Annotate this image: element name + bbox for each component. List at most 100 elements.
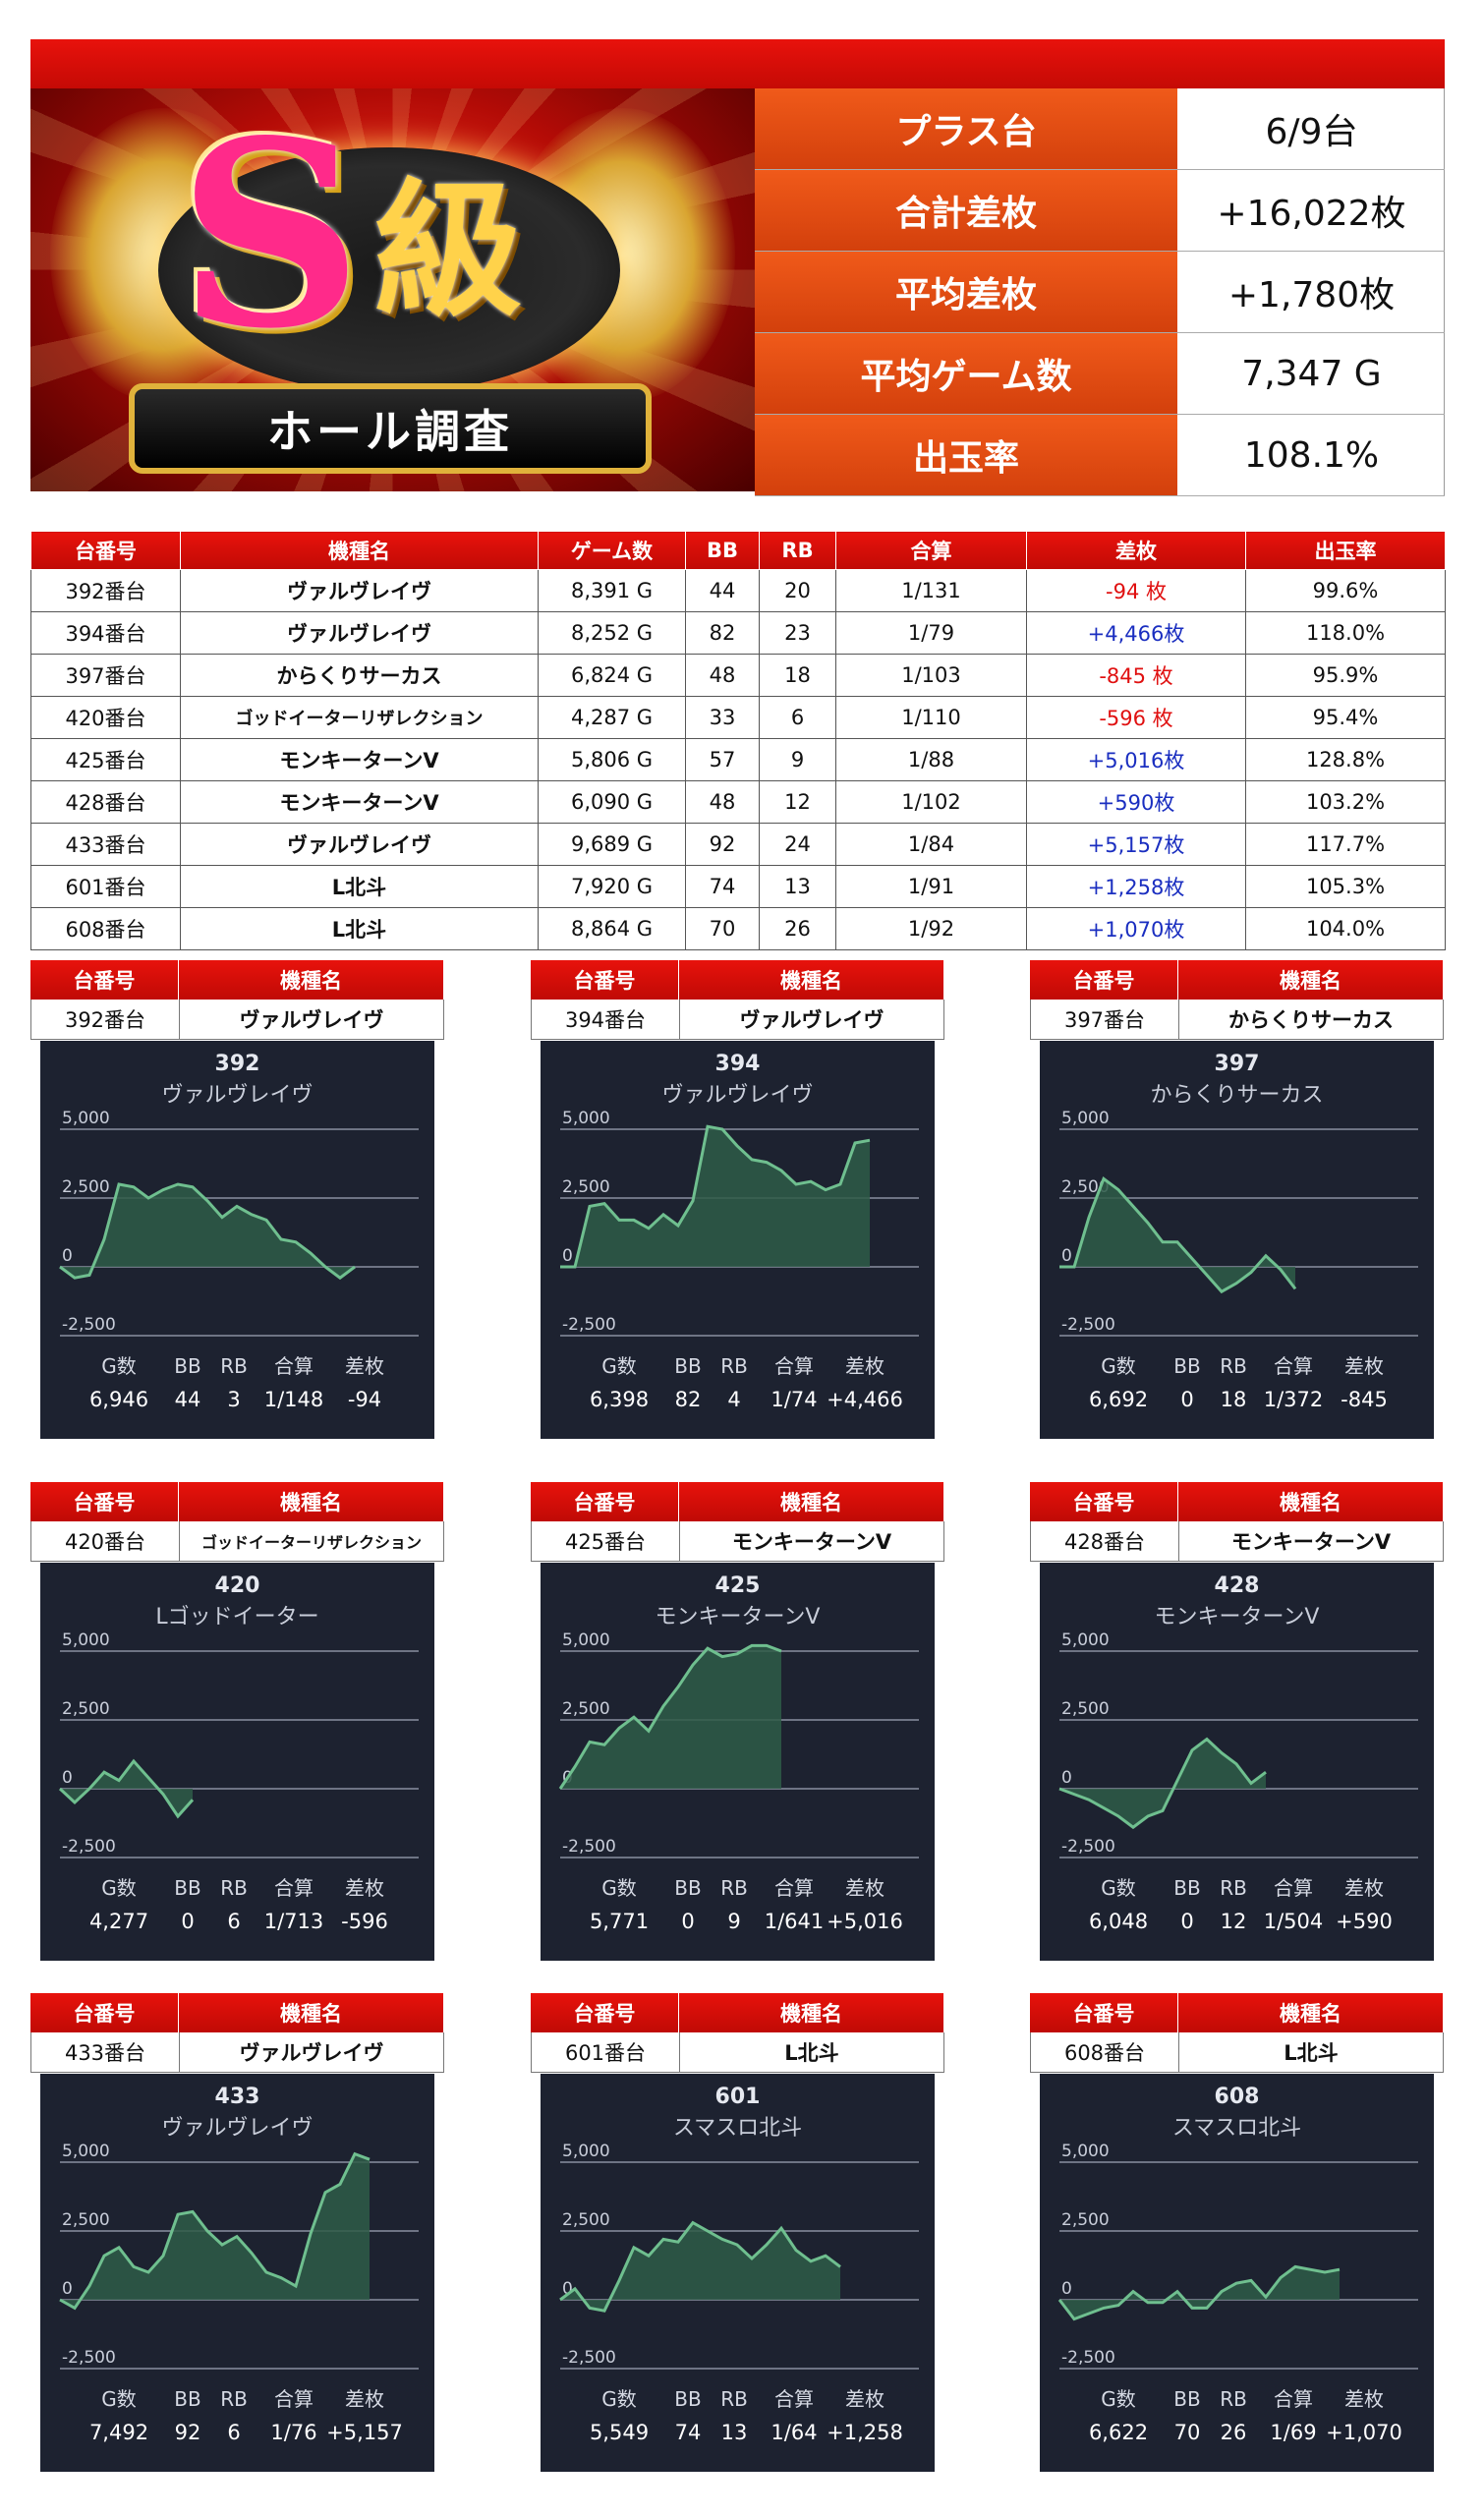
chart-svg: 425モンキーターンV5,0002,5000-2,500G数5,771BB0RB…	[558, 1573, 919, 1933]
stat-label: RB	[720, 1876, 748, 1900]
table-cell: ゴッドイーターリザレクション	[180, 696, 539, 739]
series-area	[1059, 1178, 1295, 1292]
column-header: ゲーム数	[538, 531, 686, 570]
y-tick-label: 2,500	[562, 1699, 610, 1719]
card-machine-number: 420番台	[30, 1521, 180, 1561]
y-tick-label: 2,500	[62, 2210, 110, 2230]
y-tick-label: -2,500	[562, 1315, 616, 1335]
stat-label: 差枚	[1344, 2387, 1384, 2411]
card-header-number: 台番号	[531, 1993, 679, 2032]
card-info: 420番台 ゴッドイーターリザレクション	[30, 1521, 444, 1562]
machine-card: 台番号 機種名 392番台 ヴァルヴレイヴ 392 ヴァルヴレイヴ 5,000 2,500 0 -…	[30, 960, 444, 1447]
card-header-model: 機種名	[679, 1482, 944, 1521]
series-line	[58, 1758, 195, 1819]
stat-label: BB	[174, 1876, 200, 1900]
table-cell: 6	[759, 696, 836, 739]
series-line	[1058, 1737, 1267, 1830]
y-tick-label: -2,500	[562, 1837, 616, 1857]
table-cell: +1,258枚	[1026, 865, 1246, 908]
table-cell: からくりサーカス	[180, 654, 539, 697]
banner-emblem	[158, 147, 620, 393]
stat-label: 合算	[1274, 1876, 1313, 1900]
card-header-number: 台番号	[1030, 1993, 1178, 2032]
banner-title: S	[178, 88, 363, 385]
summary-value: 6/9台	[1179, 88, 1445, 169]
stat-label: G数	[101, 2387, 137, 2411]
table-cell: 128.8%	[1245, 738, 1446, 781]
table-cell: 7,920 G	[538, 865, 686, 908]
banner-title-kanji: 級	[374, 164, 523, 337]
card-model-name: ゴッドイーターリザレクション	[180, 1521, 444, 1561]
stat-value: 4,277	[89, 1910, 148, 1933]
machine-card: 台番号 機種名 433番台 ヴァルヴレイヴ 433 ヴァルヴレイヴ 5,000 2,500 0 -…	[30, 1993, 444, 2480]
chart-title: 433	[215, 2085, 260, 2109]
card-model-name: モンキーターンV	[680, 1521, 944, 1561]
table-cell: 1/91	[835, 865, 1027, 908]
table-cell: -94 枚	[1026, 569, 1246, 612]
chart-title: 394	[715, 1052, 761, 1076]
card-model-name: からくりサーカス	[1179, 1000, 1444, 1039]
card-header: 台番号 機種名	[30, 1993, 444, 2032]
table-cell: 117.7%	[1245, 823, 1446, 866]
table-cell: 104.0%	[1245, 907, 1446, 950]
summary-label: 出玉率	[755, 415, 1179, 495]
y-tick-label: 0	[62, 1768, 73, 1788]
table-row: 601番台 L北斗 7,920 G 74 13 1/91 +1,258枚 105.3%	[30, 865, 1446, 908]
card-machine-number: 608番台	[1030, 2032, 1179, 2072]
card-info: 428番台 モンキーターンV	[1030, 1521, 1444, 1562]
table-cell: ヴァルヴレイヴ	[180, 611, 539, 655]
stat-label: RB	[1220, 2387, 1247, 2411]
card-header-number: 台番号	[1030, 960, 1178, 1000]
y-tick-label: -2,500	[562, 2348, 616, 2368]
chart-subtitle: スマスロ北斗	[673, 2116, 802, 2141]
stat-value: 6,946	[89, 1388, 148, 1411]
chart-subtitle: モンキーターンV	[1155, 1605, 1320, 1630]
card-machine-number: 425番台	[531, 1521, 680, 1561]
stat-value: 1/69	[1270, 2421, 1316, 2444]
stat-label: RB	[1220, 1354, 1247, 1378]
table-cell: 13	[759, 865, 836, 908]
chart-svg: 397からくりサーカス5,0002,5000-2,500G数6,692BB0RB…	[1059, 1052, 1418, 1411]
card-header-model: 機種名	[179, 1482, 444, 1521]
chart-panel: 608 スマスロ北斗 5,000 2,500 0 -2,500 G数 6,622 BB 70 RB 2…	[1040, 2074, 1434, 2472]
table-cell: +4,466枚	[1026, 611, 1246, 655]
chart-panel: 433 ヴァルヴレイヴ 5,000 2,500 0 -2,500 G数 7,492 BB 92 RB…	[40, 2074, 434, 2472]
card-header: 台番号 機種名	[531, 1482, 944, 1521]
stat-label: 合算	[774, 1876, 814, 1900]
stat-value: 26	[1221, 2421, 1247, 2444]
chart-svg: 601 スマスロ北斗 5,000 2,500 0 -2,500 G数 5,549 BB 74 RB 1…	[559, 2085, 919, 2444]
table-cell: 428番台	[30, 780, 181, 824]
stat-label: BB	[1173, 2387, 1200, 2411]
table-cell: 1/88	[835, 738, 1027, 781]
table-cell: 44	[685, 569, 760, 612]
chart-panel: 394 ヴァルヴレイヴ 5,000 2,500 0 -2,500 G数 6,398 BB 82 RB…	[541, 1041, 935, 1439]
machine-card: 台番号 機種名 397番台 からくりサーカス 397 からくりサーカス 5,000 2,500…	[1030, 960, 1444, 1447]
stat-value: 9	[727, 1910, 740, 1933]
chart-svg: 420 Lゴッドイーター 5,000 2,500 0 -2,500 G数 4,277 BB 0 RB…	[58, 1573, 419, 1933]
chart-svg: 428 モンキーターンV 5,000 2,500 0 -2,500 G数 6,048 BB 0 RB…	[1058, 1573, 1418, 1933]
machine-card: 台番号 機種名 608番台 L北斗 608 スマスロ北斗 5,000 2,500 0 -2,500…	[1030, 1993, 1444, 2480]
card-info: 397番台 からくりサーカス	[1030, 1000, 1444, 1040]
y-tick-label: 5,000	[562, 2142, 610, 2161]
stat-label: BB	[1173, 1876, 1200, 1900]
table-row: 394番台 ヴァルヴレイヴ 8,252 G 82 23 1/79 +4,466枚 118.0%	[30, 611, 1446, 655]
table-cell: 74	[685, 865, 760, 908]
chart-subtitle: モンキーターンV	[656, 1605, 821, 1630]
series-area	[560, 2222, 840, 2312]
stat-label: G数	[1101, 1876, 1136, 1900]
banner-ribbon-text: ホール調査	[267, 405, 513, 458]
series-area	[560, 1126, 870, 1267]
series-area	[1059, 1739, 1266, 1828]
column-header: 出玉率	[1245, 531, 1446, 570]
table-cell: +590枚	[1026, 780, 1246, 824]
card-model-name: ヴァルヴレイヴ	[680, 1000, 944, 1039]
series-area	[60, 1184, 355, 1279]
chart-panel: 397 からくりサーカス 5,000 2,500 0 -2,500 G数 6,692 BB 0 RB…	[1040, 1041, 1434, 1439]
y-tick-label: -2,500	[1061, 2348, 1115, 2368]
card-header: 台番号 機種名	[1030, 1993, 1444, 2032]
table-cell: 95.4%	[1245, 696, 1446, 739]
stat-label: G数	[1101, 1354, 1136, 1378]
table-cell: 5,806 G	[538, 738, 686, 781]
table-cell: L北斗	[180, 865, 539, 908]
machine-card: 台番号 機種名 601番台 L北斗 601 スマスロ北斗 5,000 2,500 0 -2,500…	[531, 1993, 944, 2480]
